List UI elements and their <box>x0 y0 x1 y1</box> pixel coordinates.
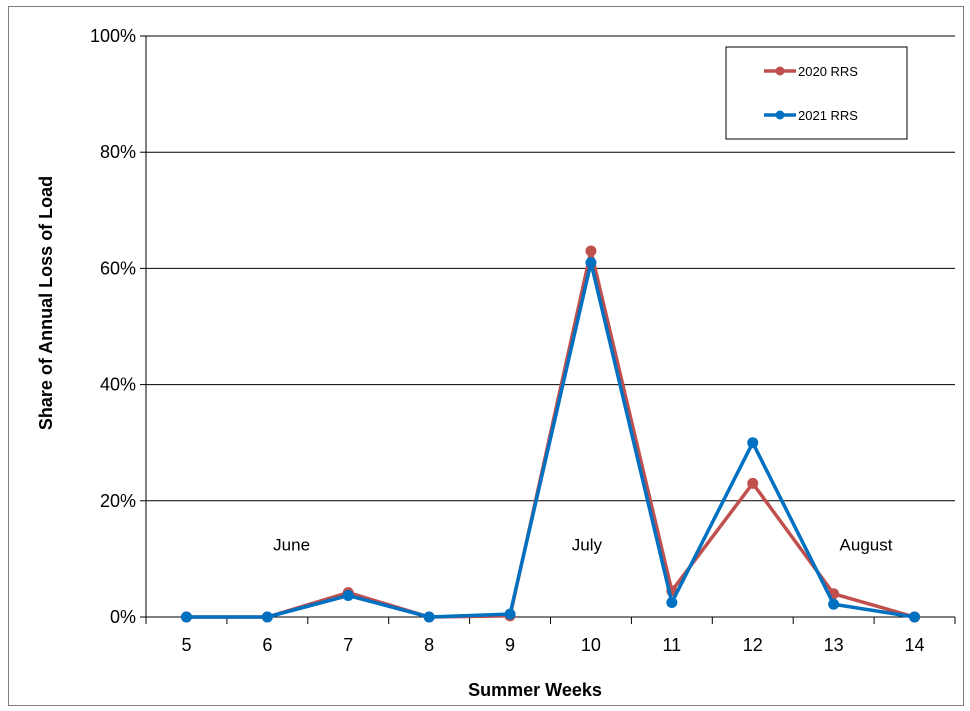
month-label: June <box>273 535 310 554</box>
series-lines <box>180 245 921 623</box>
data-point <box>585 245 597 257</box>
y-tick-label: 40% <box>100 375 136 395</box>
y-tick-label: 20% <box>100 491 136 511</box>
legend-box <box>725 46 908 140</box>
x-tick-label: 12 <box>743 635 763 655</box>
x-tick-label: 7 <box>343 635 353 655</box>
data-point <box>747 477 759 489</box>
legend-label: 2021 RRS <box>798 108 858 123</box>
data-point <box>261 611 273 623</box>
data-point <box>423 611 435 623</box>
legend: 2020 RRS 2021 RRS <box>725 46 908 140</box>
legend-label: 2020 RRS <box>798 64 858 79</box>
data-point <box>585 257 597 269</box>
month-label: July <box>572 535 603 554</box>
y-tick-label: 0% <box>110 607 136 627</box>
chart-frame <box>8 6 964 706</box>
data-point <box>342 590 354 602</box>
legend-swatch-marker <box>775 110 785 120</box>
data-point <box>666 596 678 608</box>
y-axis-title: Share of Annual Loss of Load <box>36 176 56 430</box>
gridlines <box>146 35 955 502</box>
x-tick-labels: 5 6 7 8 9 10 11 12 13 14 <box>181 635 924 655</box>
month-label: August <box>840 535 893 554</box>
data-point <box>180 611 192 623</box>
month-annotations: June July August <box>273 535 893 554</box>
x-tick-label: 8 <box>424 635 434 655</box>
y-tick-label: 80% <box>100 142 136 162</box>
x-tick-label: 9 <box>505 635 515 655</box>
legend-item: 2021 RRS <box>764 108 858 123</box>
series-line <box>186 260 915 619</box>
y-tick-label: 60% <box>100 258 136 278</box>
legend-item: 2020 RRS <box>764 64 858 79</box>
y-tick-labels: 0% 20% 40% 60% 80% 100% <box>90 26 136 627</box>
data-point <box>747 437 759 449</box>
data-point <box>909 611 921 623</box>
axes <box>140 35 956 624</box>
data-point <box>504 608 516 620</box>
x-tick-label: 14 <box>905 635 925 655</box>
x-tick-label: 11 <box>663 635 682 655</box>
x-tick-label: 5 <box>181 635 191 655</box>
x-tick-label: 6 <box>262 635 272 655</box>
series-2 <box>180 257 921 623</box>
y-tick-label: 100% <box>90 26 136 46</box>
x-tick-label: 13 <box>824 635 844 655</box>
legend-swatch-marker <box>775 66 785 76</box>
data-point <box>828 598 840 610</box>
x-tick-label: 10 <box>581 635 601 655</box>
x-axis-title: Summer Weeks <box>468 680 602 700</box>
